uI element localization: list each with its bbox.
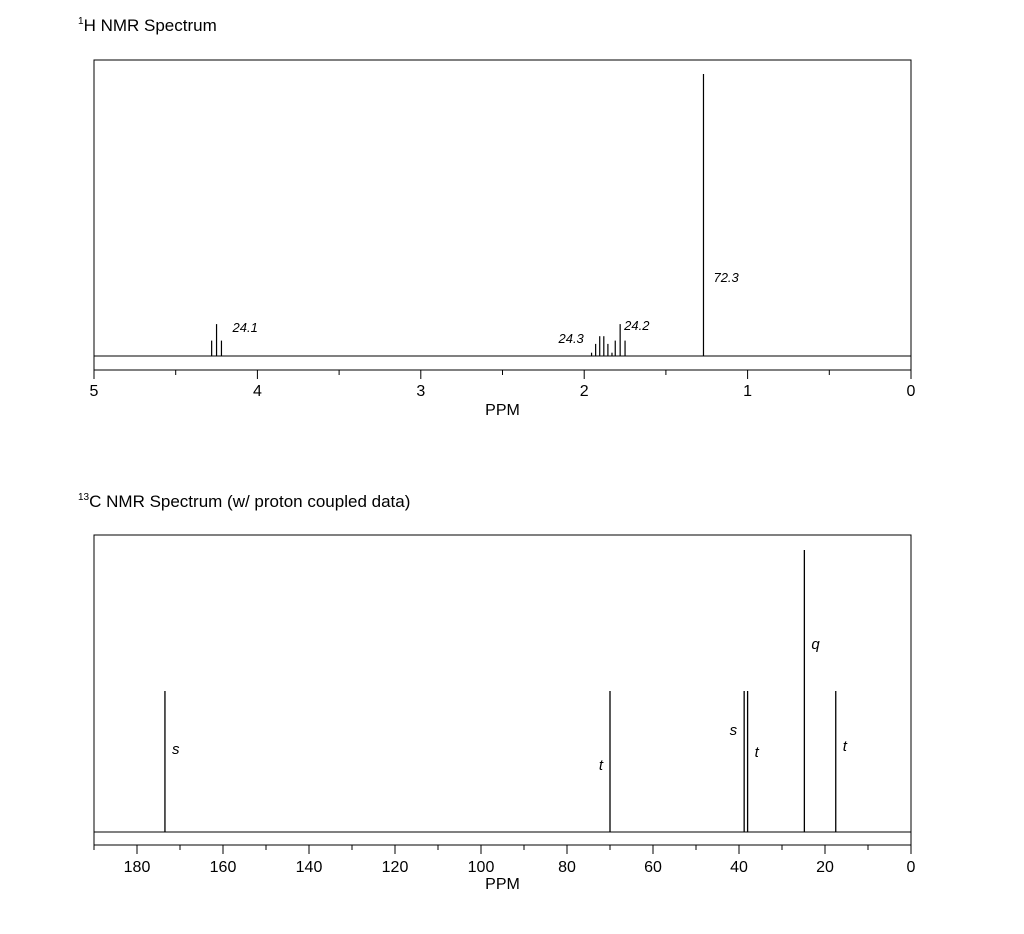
c-tick-label: 60 bbox=[644, 859, 662, 876]
h-nmr-title-text: H NMR Spectrum bbox=[83, 16, 217, 35]
h-tick-label: 4 bbox=[253, 383, 262, 400]
c-tick-label: 140 bbox=[296, 859, 323, 876]
c-plot-frame bbox=[93, 534, 912, 846]
c-tick-label: 160 bbox=[210, 859, 237, 876]
h-tick-label: 5 bbox=[90, 383, 99, 400]
c-multiplicity-label: s bbox=[172, 741, 180, 758]
h-tick-label: 3 bbox=[416, 383, 425, 400]
c-multiplicity-label: t bbox=[755, 744, 760, 761]
c-nmr-title-isotope: 13 bbox=[78, 492, 90, 503]
c-tick-label: 0 bbox=[907, 859, 916, 876]
c-multiplicity-label: q bbox=[811, 636, 820, 653]
h-tick-label: 0 bbox=[907, 383, 916, 400]
c-multiplicity-label: t bbox=[843, 738, 848, 755]
h-x-axis-label: PPM bbox=[485, 402, 520, 419]
c-tick-label: 40 bbox=[730, 859, 748, 876]
h-integration-label: 72.3 bbox=[713, 270, 739, 285]
h-integration-label: 24.2 bbox=[623, 318, 650, 333]
c-tick-label: 80 bbox=[558, 859, 576, 876]
h-nmr-title: 1H NMR Spectrum bbox=[78, 16, 217, 36]
c-multiplicity-label: t bbox=[599, 757, 604, 774]
c-tick-label: 20 bbox=[816, 859, 834, 876]
h-integration-label: 24.3 bbox=[557, 331, 584, 346]
c-tick-label: 180 bbox=[124, 859, 151, 876]
c-nmr-title: 13C NMR Spectrum (w/ proton coupled data… bbox=[78, 492, 410, 512]
c-tick-label: 100 bbox=[468, 859, 495, 876]
h-integration-label: 24.1 bbox=[232, 320, 258, 335]
h-nmr-chart: 5 4 3 2 1 0 PPM 24.1 24.3 24.2 72.3 bbox=[90, 59, 916, 419]
h-nmr-title-isotope: 1 bbox=[78, 16, 84, 27]
c-nmr-title-text: C NMR Spectrum (w/ proton coupled data) bbox=[89, 492, 411, 511]
c-x-axis-label: PPM bbox=[485, 876, 520, 893]
h-tick-label: 1 bbox=[743, 383, 752, 400]
h-tick-label: 2 bbox=[580, 383, 589, 400]
c-multiplicity-label: s bbox=[730, 722, 738, 739]
c-tick-label: 120 bbox=[382, 859, 409, 876]
